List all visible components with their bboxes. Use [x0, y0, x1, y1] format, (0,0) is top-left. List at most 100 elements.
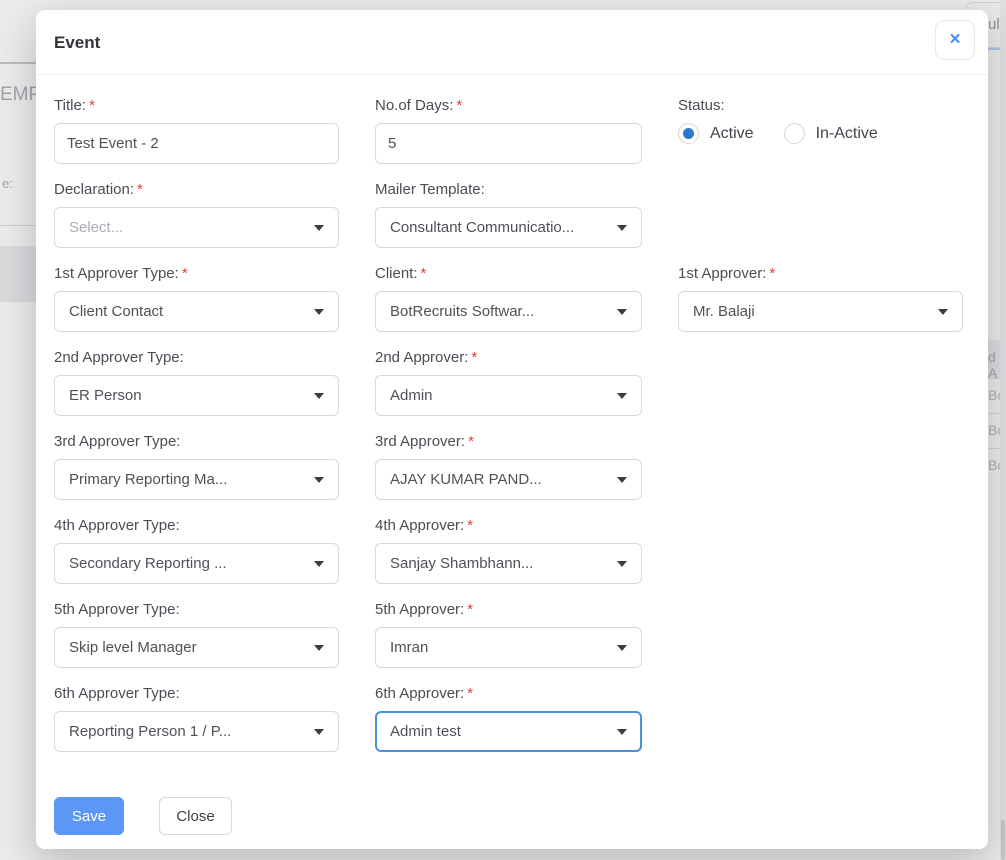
radio-selected-icon[interactable]: [678, 123, 699, 144]
approver-type-5-select[interactable]: Skip level Manager: [54, 627, 339, 668]
approver-type-4-select-value: Secondary Reporting ...: [69, 555, 227, 572]
radio-unselected-icon[interactable]: [783, 123, 805, 144]
approver-4-label-text: 4th Approver:: [375, 517, 465, 534]
approver-type-1-select[interactable]: Client Contact: [54, 291, 339, 332]
approver-type-4-select[interactable]: Secondary Reporting ...: [54, 543, 339, 584]
approver-1-select[interactable]: Mr. Balaji: [678, 291, 963, 332]
days-input[interactable]: [375, 123, 642, 164]
chevron-down-icon: [617, 476, 627, 483]
approver-2-select-value: Admin: [390, 387, 433, 404]
form-row-6: 4th Approver Type: Secondary Reporting .…: [54, 517, 963, 601]
declaration-label-text: Declaration:: [54, 181, 135, 198]
approver-type-3-select[interactable]: Primary Reporting Ma...: [54, 459, 339, 500]
client-field-group: Client: * BotRecruits Softwar...: [375, 265, 642, 332]
approver-type-6-label: 6th Approver Type:: [54, 685, 180, 702]
approver-4-select[interactable]: Sanjay Shambhann...: [375, 543, 642, 584]
close-icon[interactable]: ×: [935, 20, 975, 60]
required-marker: *: [468, 433, 474, 450]
approver-type-3-label: 3rd Approver Type:: [54, 433, 181, 450]
scrollbar-thumb[interactable]: [1001, 820, 1005, 860]
chevron-down-icon: [617, 392, 627, 399]
days-label-text: No.of Days:: [375, 97, 454, 114]
approver-3-label: 3rd Approver: *: [375, 433, 642, 450]
scrollbar-track[interactable]: [1000, 0, 1006, 860]
approver-5-select[interactable]: Imran: [375, 627, 642, 668]
background-left-label: e:: [2, 176, 13, 191]
chevron-down-icon: [314, 728, 324, 735]
approver-3-field-group: 3rd Approver: * AJAY KUMAR PAND...: [375, 433, 642, 500]
days-field-group: No.of Days: *: [375, 97, 642, 164]
declaration-label: Declaration: *: [54, 181, 339, 198]
approver-4-select-value: Sanjay Shambhann...: [390, 555, 534, 572]
empty-cell: [678, 181, 963, 265]
required-marker: *: [420, 265, 427, 282]
form-row-5: 3rd Approver Type: Primary Reporting Ma.…: [54, 433, 963, 517]
status-field-group: Status: Active In-Active: [678, 97, 963, 164]
approver-type-5-select-value: Skip level Manager: [69, 639, 197, 656]
title-label-text: Title:: [54, 97, 86, 114]
approver-type-6-select-value: Reporting Person 1 / P...: [69, 723, 232, 740]
status-active-option[interactable]: Active: [678, 123, 754, 144]
form-row-7: 5th Approver Type: Skip level Manager 5t…: [54, 601, 963, 685]
required-marker: *: [471, 349, 478, 366]
declaration-select[interactable]: Select...: [54, 207, 339, 248]
days-label: No.of Days: *: [375, 97, 642, 114]
approver-type-1-select-value: Client Contact: [69, 303, 164, 320]
title-label: Title: *: [54, 97, 339, 114]
approver-5-label: 5th Approver: *: [375, 601, 642, 618]
approver-type-3-field-group: 3rd Approver Type: Primary Reporting Ma.…: [54, 433, 339, 500]
event-modal: Event × Title:* No.of Days:* Status: Act…: [36, 10, 988, 849]
approver-6-select[interactable]: Admin test: [375, 711, 642, 752]
save-button[interactable]: Save: [54, 797, 124, 835]
approver-type-2-field-group: 2nd Approver Type: ER Person: [54, 349, 339, 416]
approver-2-select[interactable]: Admin: [375, 375, 642, 416]
approver-5-field-group: 5th Approver: * Imran: [375, 601, 642, 668]
required-marker: *: [88, 97, 95, 114]
title-input[interactable]: [54, 123, 339, 164]
required-marker: *: [137, 181, 143, 198]
approver-type-6-select[interactable]: Reporting Person 1 / P...: [54, 711, 339, 752]
chevron-down-icon: [314, 224, 324, 231]
client-label-text: Client:: [375, 265, 418, 282]
approver-4-field-group: 4th Approver: * Sanjay Shambhann...: [375, 517, 642, 584]
status-inactive-label: In-Active: [815, 124, 878, 142]
required-marker: *: [769, 265, 776, 282]
approver-2-field-group: 2nd Approver: * Admin: [375, 349, 642, 416]
modal-title: Event: [54, 33, 101, 52]
approver-2-label-text: 2nd Approver:: [375, 349, 469, 366]
client-select-value: BotRecruits Softwar...: [390, 303, 535, 320]
approver-3-select[interactable]: AJAY KUMAR PAND...: [375, 459, 642, 500]
approver-1-field-group: 1st Approver: * Mr. Balaji: [678, 265, 963, 332]
chevron-down-icon: [617, 728, 627, 735]
chevron-down-icon: [938, 308, 948, 315]
modal-header: Event ×: [36, 10, 988, 75]
approver-6-label: 6th Approver: *: [375, 685, 642, 702]
chevron-down-icon: [314, 308, 324, 315]
mailer-template-select[interactable]: Consultant Communicatio...: [375, 207, 642, 248]
mailer-template-select-value: Consultant Communicatio...: [390, 219, 575, 236]
approver-2-label: 2nd Approver: *: [375, 349, 642, 366]
approver-type-4-label: 4th Approver Type:: [54, 517, 180, 534]
client-select[interactable]: BotRecruits Softwar...: [375, 291, 642, 332]
close-button[interactable]: Close: [159, 797, 232, 835]
approver-type-2-select[interactable]: ER Person: [54, 375, 339, 416]
background-right-header-text: d A: [988, 349, 998, 381]
status-inactive-option[interactable]: In-Active: [783, 123, 878, 144]
chevron-down-icon: [617, 644, 627, 651]
approver-type-4-field-group: 4th Approver Type: Secondary Reporting .…: [54, 517, 339, 584]
approver-6-select-value: Admin test: [390, 723, 461, 740]
required-marker: *: [467, 685, 474, 702]
status-radio-group: Active In-Active: [678, 123, 963, 144]
mailer-template-label: Mailer Template:: [375, 181, 485, 198]
chevron-down-icon: [314, 392, 324, 399]
required-marker: *: [467, 601, 474, 618]
background-left-heading: EMP: [0, 84, 42, 105]
approver-4-label: 4th Approver: *: [375, 517, 642, 534]
form-row-2: Declaration: * Select... Mailer Template:…: [54, 181, 963, 265]
client-label: Client: *: [375, 265, 642, 282]
chevron-down-icon: [314, 476, 324, 483]
background-left-divider: [0, 62, 36, 64]
approver-type-1-label: 1st Approver Type: *: [54, 265, 339, 282]
form-row-8: 6th Approver Type: Reporting Person 1 / …: [54, 685, 963, 769]
status-active-label: Active: [710, 124, 754, 142]
